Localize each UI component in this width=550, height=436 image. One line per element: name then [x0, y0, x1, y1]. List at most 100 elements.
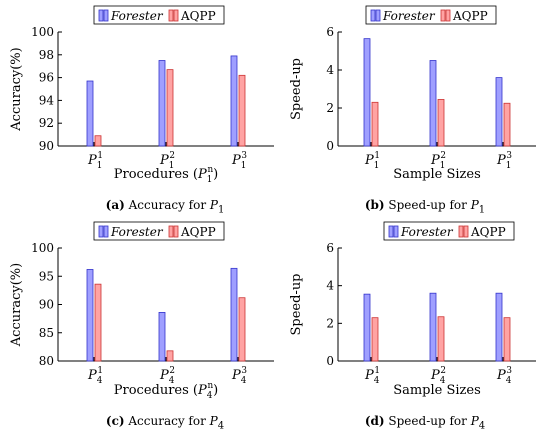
- x-axis-label: Sample Sizes: [393, 167, 481, 182]
- bar-forester-2: [230, 267, 238, 362]
- y-tick-label: 0: [326, 139, 334, 153]
- x-tick-label: P12: [430, 151, 446, 171]
- caption-b: (b) Speed-up for P1: [364, 198, 486, 216]
- y-tick-label: 85: [39, 326, 54, 340]
- y-tick-label: 6: [326, 25, 334, 39]
- bar-aqpp-1: [437, 316, 445, 362]
- bar-aqpp-0: [94, 283, 102, 362]
- y-tick-label: 100: [31, 241, 54, 255]
- legend-label-0: Forester: [110, 9, 164, 23]
- legend-swatch-1: [168, 9, 174, 22]
- bar-aqpp-1: [166, 69, 174, 147]
- legend-swatch-0: [98, 9, 104, 22]
- legend-label-0: Forester: [400, 225, 454, 239]
- bar-forester-0: [363, 293, 371, 362]
- bar-aqpp-0: [371, 101, 379, 147]
- bar-aqpp-1: [437, 99, 445, 147]
- y-tick-label: 90: [39, 139, 54, 153]
- x-tick-label: P42: [430, 366, 446, 386]
- legend-swatch-0: [103, 9, 109, 22]
- y-tick-label: 95: [39, 269, 54, 283]
- x-tick-label: P11: [87, 151, 103, 171]
- y-axis-label: Accuracy(%): [9, 263, 24, 347]
- y-tick-label: 94: [39, 93, 55, 107]
- legend-swatch-0: [388, 225, 394, 238]
- legend-label-1: AQPP: [180, 9, 216, 23]
- bar-forester-2: [495, 77, 503, 147]
- chart-2: 80 85 90 95 100 P41 P42 P43 Procedures (P4n) Accu…: [9, 221, 274, 401]
- legend-label-1: AQPP: [452, 9, 488, 23]
- chart-0: 90 92 94 96 98 100 P11 P12 P13 Procedures (P1n) Ac…: [9, 5, 274, 185]
- legend-box: [93, 221, 225, 241]
- legend-swatch-0: [393, 225, 399, 238]
- legend-label-1: AQPP: [180, 225, 216, 239]
- legend-label-0: Forester: [382, 9, 436, 23]
- y-axis-label: Speed-up: [289, 58, 304, 120]
- bar-forester-0: [86, 269, 94, 362]
- x-tick-label: P43: [496, 366, 512, 386]
- y-tick-label: 80: [39, 354, 54, 368]
- bar-forester-0: [86, 80, 94, 147]
- bar-forester-1: [429, 60, 437, 147]
- x-tick-label: P43: [231, 366, 247, 386]
- y-tick-label: 92: [39, 116, 54, 130]
- legend-swatch-1: [173, 225, 179, 238]
- bar-forester-0: [363, 38, 371, 147]
- caption-c: (c) Accuracy for P4: [105, 414, 225, 432]
- y-tick-label: 2: [326, 101, 334, 115]
- x-tick-label: P11: [364, 151, 380, 171]
- legend-swatch-1: [440, 9, 446, 22]
- chart-1: 0 2 4 6 P11 P12 P13 Sample Sizes Speed-up Foreste…: [289, 5, 536, 182]
- x-tick-label: P13: [231, 151, 247, 171]
- chart-3: 0 2 4 6 P41 P42 P43 Sample Sizes Speed-up Foreste…: [289, 221, 536, 398]
- x-tick-label: P13: [496, 151, 512, 171]
- y-tick-label: 6: [326, 241, 334, 255]
- bar-aqpp-1: [166, 350, 174, 362]
- y-tick-label: 0: [326, 354, 334, 368]
- bar-aqpp-2: [238, 297, 246, 362]
- y-tick-label: 100: [31, 25, 54, 39]
- bar-aqpp-2: [503, 102, 511, 147]
- x-tick-label: P41: [364, 366, 380, 386]
- legend-box: [383, 221, 515, 241]
- x-tick-label: P42: [159, 366, 175, 386]
- legend-box: [93, 5, 225, 25]
- y-axis-label: Accuracy(%): [9, 47, 24, 131]
- x-axis-label: Procedures (P4n): [114, 381, 218, 401]
- x-tick-label: P12: [159, 151, 175, 171]
- bar-forester-2: [495, 292, 503, 362]
- bar-aqpp-0: [94, 135, 102, 147]
- y-tick-label: 96: [39, 71, 54, 85]
- legend-swatch-1: [168, 225, 174, 238]
- legend-swatch-0: [370, 9, 376, 22]
- y-axis-label: Speed-up: [289, 273, 304, 335]
- legend-swatch-1: [463, 225, 469, 238]
- x-axis-label: Procedures (P1n): [114, 165, 218, 185]
- legend-swatch-1: [458, 225, 464, 238]
- bar-forester-2: [230, 55, 238, 147]
- bar-forester-1: [158, 60, 166, 147]
- legend-box: [365, 5, 497, 25]
- caption-a: (a) Accuracy for P1: [105, 198, 225, 216]
- legend-swatch-0: [98, 225, 104, 238]
- y-tick-label: 4: [326, 63, 334, 77]
- bar-forester-1: [158, 312, 166, 362]
- bar-forester-1: [429, 292, 437, 362]
- bar-aqpp-2: [503, 317, 511, 362]
- y-tick-label: 98: [39, 48, 54, 62]
- bar-aqpp-2: [238, 74, 246, 147]
- legend-label-0: Forester: [110, 225, 164, 239]
- x-axis-label: Sample Sizes: [393, 383, 481, 398]
- legend-swatch-1: [173, 9, 179, 22]
- legend-swatch-0: [103, 225, 109, 238]
- y-tick-label: 90: [39, 298, 54, 312]
- caption-d: (d) Speed-up for P4: [364, 414, 486, 432]
- y-tick-label: 2: [326, 316, 334, 330]
- legend-label-1: AQPP: [470, 225, 506, 239]
- bar-aqpp-0: [371, 317, 379, 362]
- x-tick-label: P41: [87, 366, 103, 386]
- legend-swatch-1: [445, 9, 451, 22]
- y-tick-label: 4: [326, 279, 334, 293]
- legend-swatch-0: [375, 9, 381, 22]
